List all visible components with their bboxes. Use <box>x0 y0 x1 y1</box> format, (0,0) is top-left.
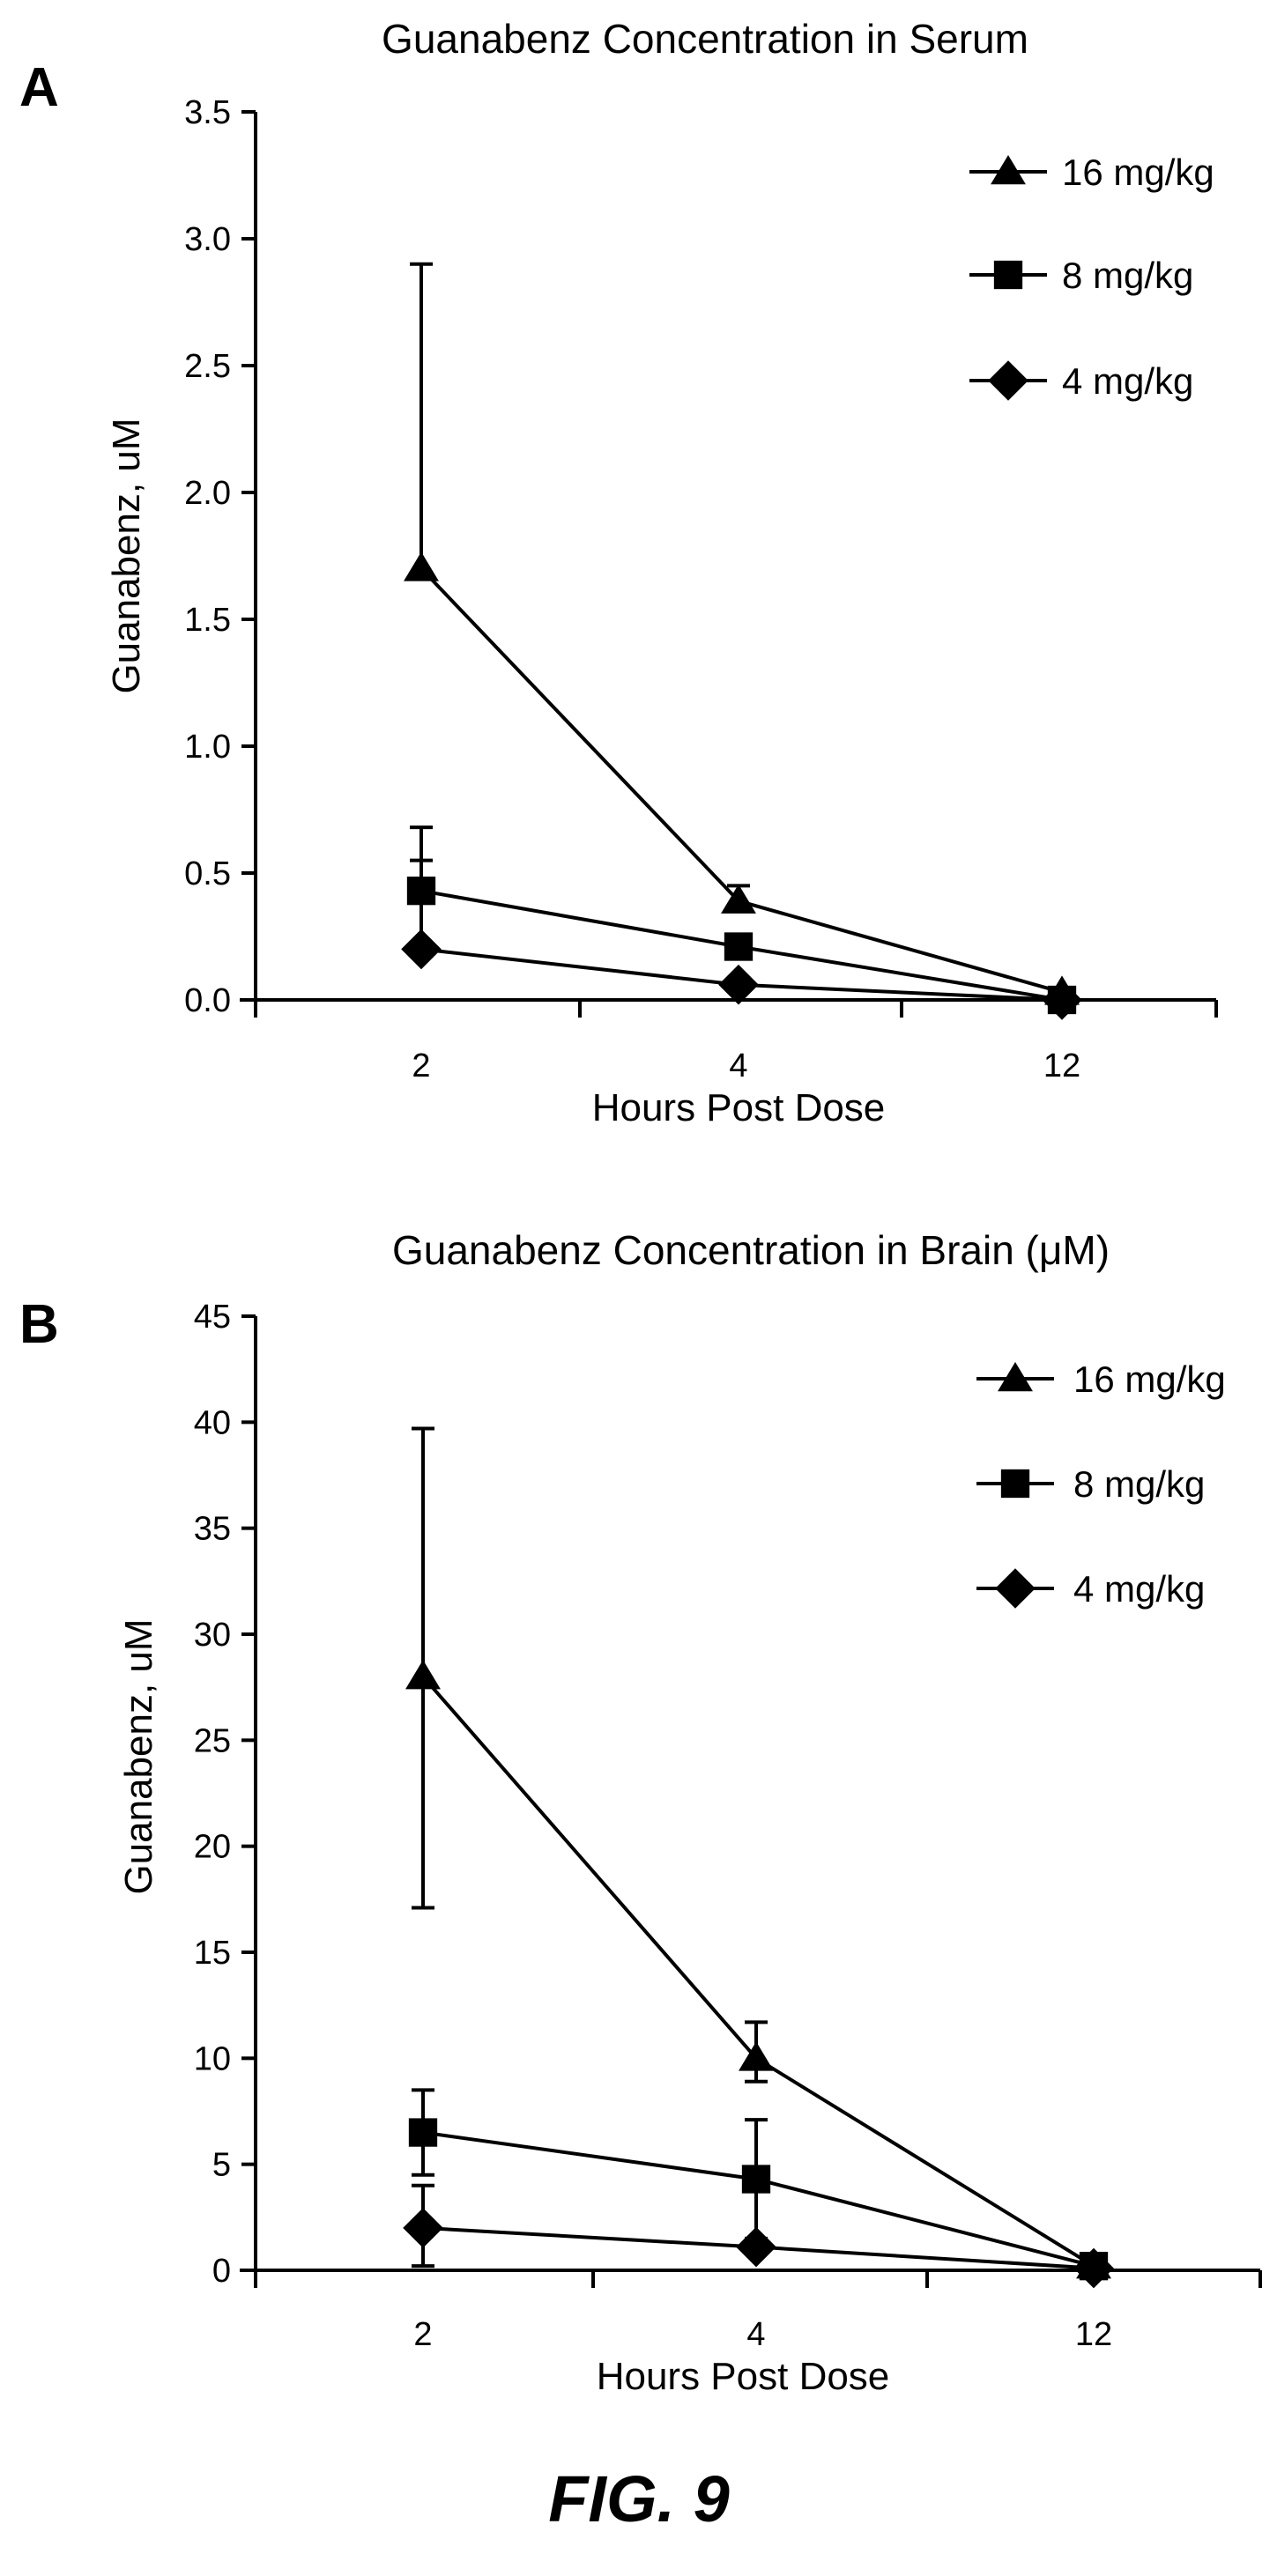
x-tick-label: 4 <box>729 1047 747 1084</box>
legend-entry: 8 mg/kg <box>969 255 1193 296</box>
data-point <box>736 2226 776 2268</box>
y-axis-label: Guanabenz, uM <box>117 1618 160 1894</box>
y-tick-label: 20 <box>194 1829 231 1866</box>
y-tick-label: 0 <box>212 2253 231 2290</box>
series-triangle <box>404 262 1080 1005</box>
data-point <box>401 929 442 970</box>
y-tick-label: 2.5 <box>184 348 231 385</box>
legend-marker <box>993 260 1023 290</box>
legend-label: 4 mg/kg <box>1062 360 1193 402</box>
panel-b-brain-chart: B Guanabenz Concentration in Brain (μM) 0 5… <box>19 1227 1262 2398</box>
data-point <box>405 1660 441 1690</box>
y-tick-label: 40 <box>194 1404 231 1441</box>
x-tick-label: 12 <box>1043 1047 1080 1084</box>
data-point <box>741 2165 771 2194</box>
x-tick-label: 2 <box>413 2316 432 2353</box>
legend-entry: 16 mg/kg <box>969 152 1214 193</box>
y-tick-label: 25 <box>194 1722 231 1759</box>
chart-title: Guanabenz Concentration in Serum <box>382 16 1028 62</box>
y-tick-label: 1.0 <box>184 729 231 766</box>
y-axis-label: Guanabenz, uM <box>105 418 148 693</box>
x-tick-label: 12 <box>1075 2316 1112 2353</box>
legend-label: 8 mg/kg <box>1073 1463 1205 1505</box>
x-tick-label: 2 <box>412 1047 430 1084</box>
y-tick-label: 35 <box>194 1511 231 1548</box>
legend-label: 16 mg/kg <box>1062 152 1214 193</box>
x-tick-label: 4 <box>746 2316 765 2353</box>
legend-entry: 4 mg/kg <box>976 1568 1205 1610</box>
y-tick-label: 0.5 <box>184 855 231 892</box>
y-tick-label: 3.0 <box>184 221 231 258</box>
legend-label: 8 mg/kg <box>1062 255 1193 296</box>
y-tick-label: 15 <box>194 1935 231 1972</box>
legend-marker <box>998 1362 1033 1392</box>
data-point <box>404 551 439 581</box>
legend-marker <box>1000 1469 1030 1499</box>
data-point <box>1042 980 1082 1020</box>
y-tick-label: 45 <box>194 1299 231 1336</box>
x-axis-label: Hours Post Dose <box>597 2355 890 2398</box>
legend-marker <box>988 360 1028 401</box>
series-triangle <box>405 1426 1111 2279</box>
series-diamond <box>403 2183 1114 2289</box>
legend-label: 4 mg/kg <box>1073 1568 1205 1610</box>
data-point <box>1073 2247 1114 2289</box>
data-point <box>408 2118 438 2147</box>
y-tick-label: 3.5 <box>184 94 231 131</box>
y-tick-label: 10 <box>194 2040 231 2077</box>
legend-entry: 16 mg/kg <box>976 1358 1226 1400</box>
y-tick-label: 1.5 <box>184 602 231 639</box>
x-axis-label: Hours Post Dose <box>592 1086 886 1129</box>
data-point <box>739 2041 774 2071</box>
legend-entry: 8 mg/kg <box>976 1463 1205 1505</box>
data-point <box>403 2208 443 2248</box>
panel-label: A <box>19 57 59 118</box>
series-line <box>419 567 1063 995</box>
y-tick-label: 30 <box>194 1617 231 1654</box>
data-point <box>718 964 759 1005</box>
y-tick-label: 0.0 <box>184 982 231 1019</box>
series-diamond <box>401 858 1082 1020</box>
legend-marker <box>995 1568 1036 1609</box>
chart-title: Guanabenz Concentration in Brain (μM) <box>392 1227 1110 1273</box>
y-tick-label: 2.0 <box>184 475 231 512</box>
legend-entry: 4 mg/kg <box>969 360 1193 402</box>
data-point <box>724 932 754 961</box>
legend-marker <box>991 155 1026 185</box>
panel-a-serum-chart: A Guanabenz Concentration in Serum 0.0 0.5 1… <box>19 16 1218 1129</box>
data-point <box>721 884 756 914</box>
legend-label: 16 mg/kg <box>1073 1358 1226 1400</box>
panel-label: B <box>19 1294 59 1355</box>
series-square <box>408 2088 1109 2281</box>
figure-caption: FIG. 9 <box>548 2462 730 2535</box>
y-tick-label: 5 <box>212 2147 231 2184</box>
